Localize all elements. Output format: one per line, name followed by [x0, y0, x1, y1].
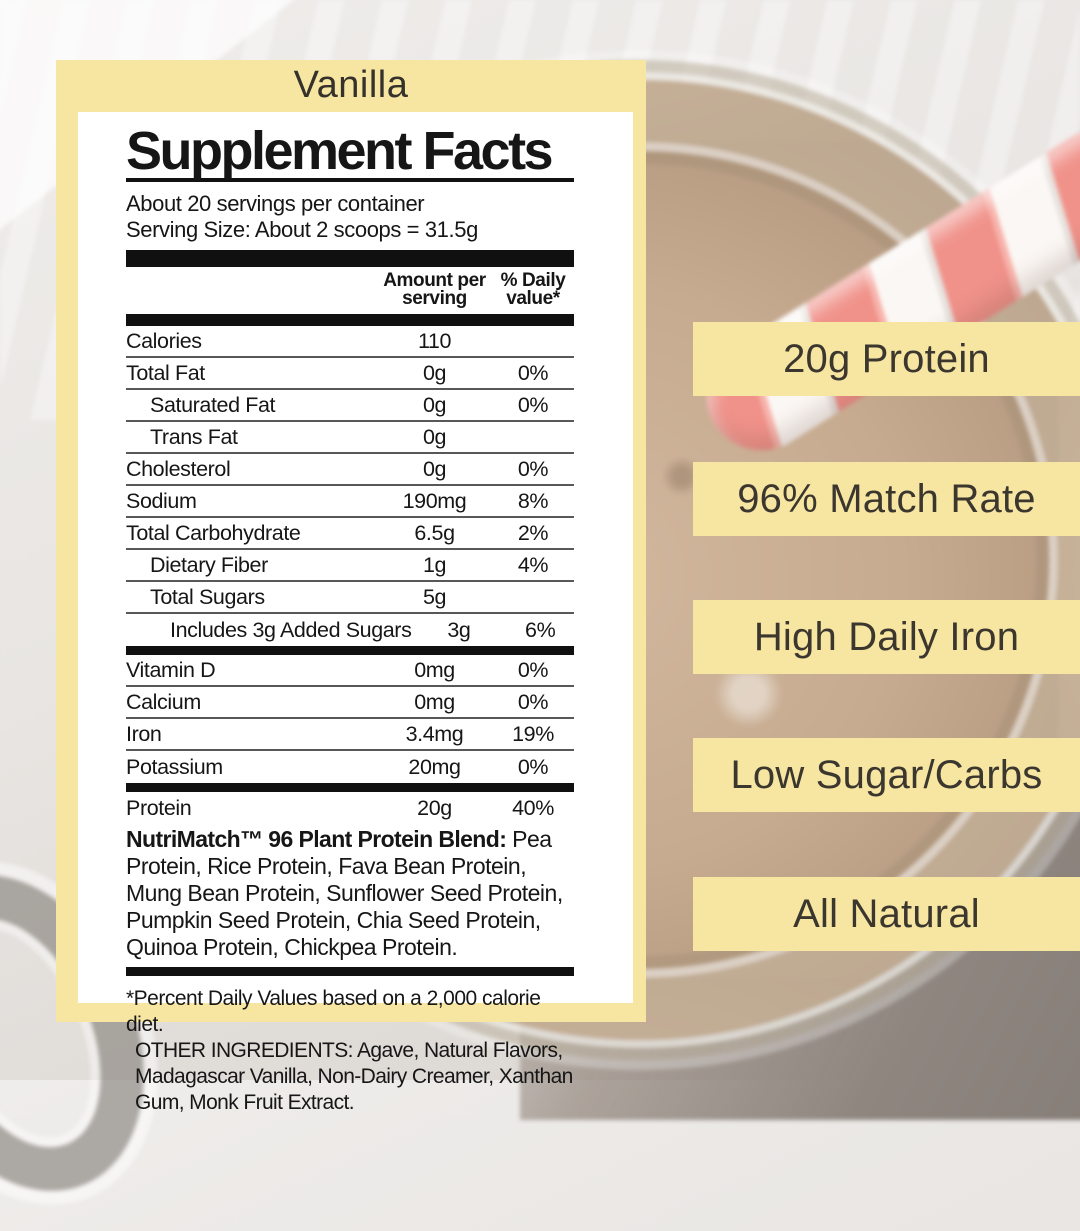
nutrient-dv: 0%: [517, 392, 549, 417]
nutrient-row: Total Fat 0g 0%: [126, 358, 574, 390]
claim-badge: Low Sugar/Carbs: [693, 738, 1080, 812]
divider-bar: [126, 250, 574, 267]
claim-badge: 20g Protein: [693, 322, 1080, 396]
nutrient-table: Calories 110 Total Fat 0g 0% Saturated F…: [126, 326, 574, 824]
nutrient-row: Iron 3.4mg 19%: [126, 719, 574, 751]
nutrient-row: Sodium 190mg 8%: [126, 486, 574, 518]
nutrient-dv: 0%: [517, 754, 549, 779]
nutrient-dv: 8%: [517, 488, 549, 513]
nutrient-dv: 40%: [512, 795, 554, 820]
nutrient-name: Cholesterol: [126, 456, 231, 481]
nutrient-amount: 0g: [422, 360, 447, 385]
column-headers: Amount per serving % Daily value*: [126, 267, 574, 314]
nutrient-row: Calcium 0mg 0%: [126, 687, 574, 719]
nutrient-amount: 0g: [422, 456, 447, 481]
flavor-title: Vanilla: [293, 64, 409, 106]
claim-badge: 96% Match Rate: [693, 462, 1080, 536]
daily-value-footnote: *Percent Daily Values based on a 2,000 c…: [126, 987, 541, 1036]
nutrient-name: Calories: [126, 328, 202, 353]
protein-blend-label: NutriMatch™ 96 Plant Protein Blend:: [126, 826, 507, 852]
nutrient-row: Saturated Fat 0g 0%: [126, 390, 574, 422]
claim-badge-label: 96% Match Rate: [737, 476, 1036, 521]
nutrient-amount: 20g: [417, 795, 452, 820]
nutrient-name: Total Fat: [126, 360, 205, 385]
nutrient-dv: 0%: [517, 657, 549, 682]
nutrient-amount: 0g: [422, 392, 447, 417]
nutrient-dv: 19%: [512, 721, 554, 746]
nutrient-row: Potassium 20mg 0%: [126, 751, 574, 783]
nutrient-amount: 1g: [422, 552, 447, 577]
nutrient-amount: 3.4mg: [405, 721, 464, 746]
nutrient-amount: 6.5g: [414, 520, 455, 545]
servings-per-container: About 20 servings per container: [126, 191, 425, 216]
nutrient-name: Iron: [126, 721, 162, 746]
panel-title: Supplement Facts: [126, 124, 574, 182]
claim-badge: All Natural: [693, 877, 1080, 951]
nutrient-name: Total Carbohydrate: [126, 520, 301, 545]
nutrient-row: Cholesterol 0g 0%: [126, 454, 574, 486]
nutrient-amount: 110: [417, 328, 452, 353]
nutrient-name: Dietary Fiber: [150, 552, 268, 577]
nutrient-amount: 0g: [422, 424, 447, 449]
nutrient-row: Calories 110: [126, 326, 574, 358]
divider-bar: [126, 646, 574, 655]
nutrient-row: Total Sugars 5g: [126, 582, 574, 614]
nutrient-row: Vitamin D 0mg 0%: [126, 655, 574, 687]
serving-size: Serving Size: About 2 scoops = 31.5g: [126, 217, 478, 242]
nutrient-dv: 0%: [517, 360, 549, 385]
nutrient-amount: 0mg: [414, 657, 455, 682]
nutrient-amount: 0mg: [414, 689, 455, 714]
nutrient-name: Vitamin D: [126, 657, 216, 682]
nutrient-dv: 2%: [517, 520, 549, 545]
nutrient-name: Trans Fat: [150, 424, 238, 449]
dv-column-header: % Daily value*: [500, 270, 566, 309]
claim-badge: High Daily Iron: [693, 600, 1080, 674]
claim-badge-label: All Natural: [793, 891, 980, 936]
nutrient-name: Total Sugars: [150, 584, 265, 609]
nutrient-amount: 190mg: [402, 488, 467, 513]
claim-badge-label: 20g Protein: [783, 336, 990, 381]
nutrient-dv: 0%: [517, 456, 549, 481]
nutrient-row: Protein 20g 40%: [126, 792, 574, 824]
nutrient-amount: 5g: [422, 584, 447, 609]
supplement-facts-panel: Supplement Facts About 20 servings per c…: [78, 112, 633, 1114]
nutrient-name: Sodium: [126, 488, 197, 513]
claim-badge-label: High Daily Iron: [753, 614, 1020, 659]
divider-bar: [126, 314, 574, 326]
nutrient-name: Calcium: [126, 689, 201, 714]
nutrient-row: Total Carbohydrate 6.5g 2%: [126, 518, 574, 550]
protein-blend-text: NutriMatch™ 96 Plant Protein Blend: Pea …: [126, 826, 563, 960]
other-ingredients: OTHER INGREDIENTS: Agave, Natural Flavor…: [135, 1039, 573, 1114]
nutrient-dv: 6%: [525, 617, 556, 642]
nutrient-row: Includes 3g Added Sugars 3g 6%: [126, 614, 574, 646]
nutrient-dv: 0%: [517, 689, 549, 714]
nutrient-row: Dietary Fiber 1g 4%: [126, 550, 574, 582]
nutrient-name: Potassium: [126, 754, 223, 779]
amount-column-header: Amount per serving: [383, 270, 486, 309]
divider-bar: [126, 967, 574, 976]
nutrient-dv: 4%: [517, 552, 549, 577]
nutrient-amount: 3g: [447, 617, 471, 642]
supplement-card: Vanilla Supplement Facts About 20 servin…: [56, 60, 646, 1114]
nutrient-name: Protein: [126, 795, 192, 820]
nutrient-amount: 20mg: [408, 754, 461, 779]
claim-badges: 20g Protein 96% Match Rate High Daily Ir…: [693, 0, 1080, 1080]
claim-badge-label: Low Sugar/Carbs: [730, 752, 1043, 797]
divider-bar: [126, 783, 574, 792]
nutrient-row: Trans Fat 0g: [126, 422, 574, 454]
nutrient-name: Saturated Fat: [150, 392, 276, 417]
nutrient-name: Includes 3g Added Sugars: [170, 617, 412, 642]
